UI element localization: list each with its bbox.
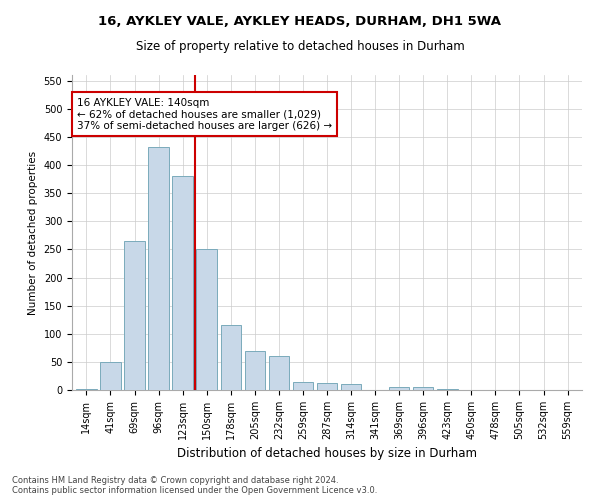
Bar (76, 389, 97, 390)
Bar (269, 356, 289, 390)
Bar (245, 350, 265, 390)
Bar (196, 250, 217, 390)
Y-axis label: Number of detached properties: Number of detached properties (28, 150, 38, 314)
Bar (389, 386, 409, 390)
Bar (221, 326, 241, 390)
Text: Contains HM Land Registry data © Crown copyright and database right 2024.
Contai: Contains HM Land Registry data © Crown c… (12, 476, 377, 495)
Bar (124, 241, 145, 390)
X-axis label: Distribution of detached houses by size in Durham: Distribution of detached houses by size … (177, 448, 477, 460)
Bar (100, 362, 121, 390)
Bar (293, 382, 313, 390)
Text: Size of property relative to detached houses in Durham: Size of property relative to detached ho… (136, 40, 464, 53)
Bar (413, 387, 433, 390)
Bar (148, 147, 169, 390)
Bar (172, 176, 193, 390)
Bar (341, 384, 361, 390)
Text: 16, AYKLEY VALE, AYKLEY HEADS, DURHAM, DH1 5WA: 16, AYKLEY VALE, AYKLEY HEADS, DURHAM, D… (98, 15, 502, 28)
Bar (317, 382, 337, 390)
Text: 16 AYKLEY VALE: 140sqm
← 62% of detached houses are smaller (1,029)
37% of semi-: 16 AYKLEY VALE: 140sqm ← 62% of detached… (77, 98, 332, 130)
